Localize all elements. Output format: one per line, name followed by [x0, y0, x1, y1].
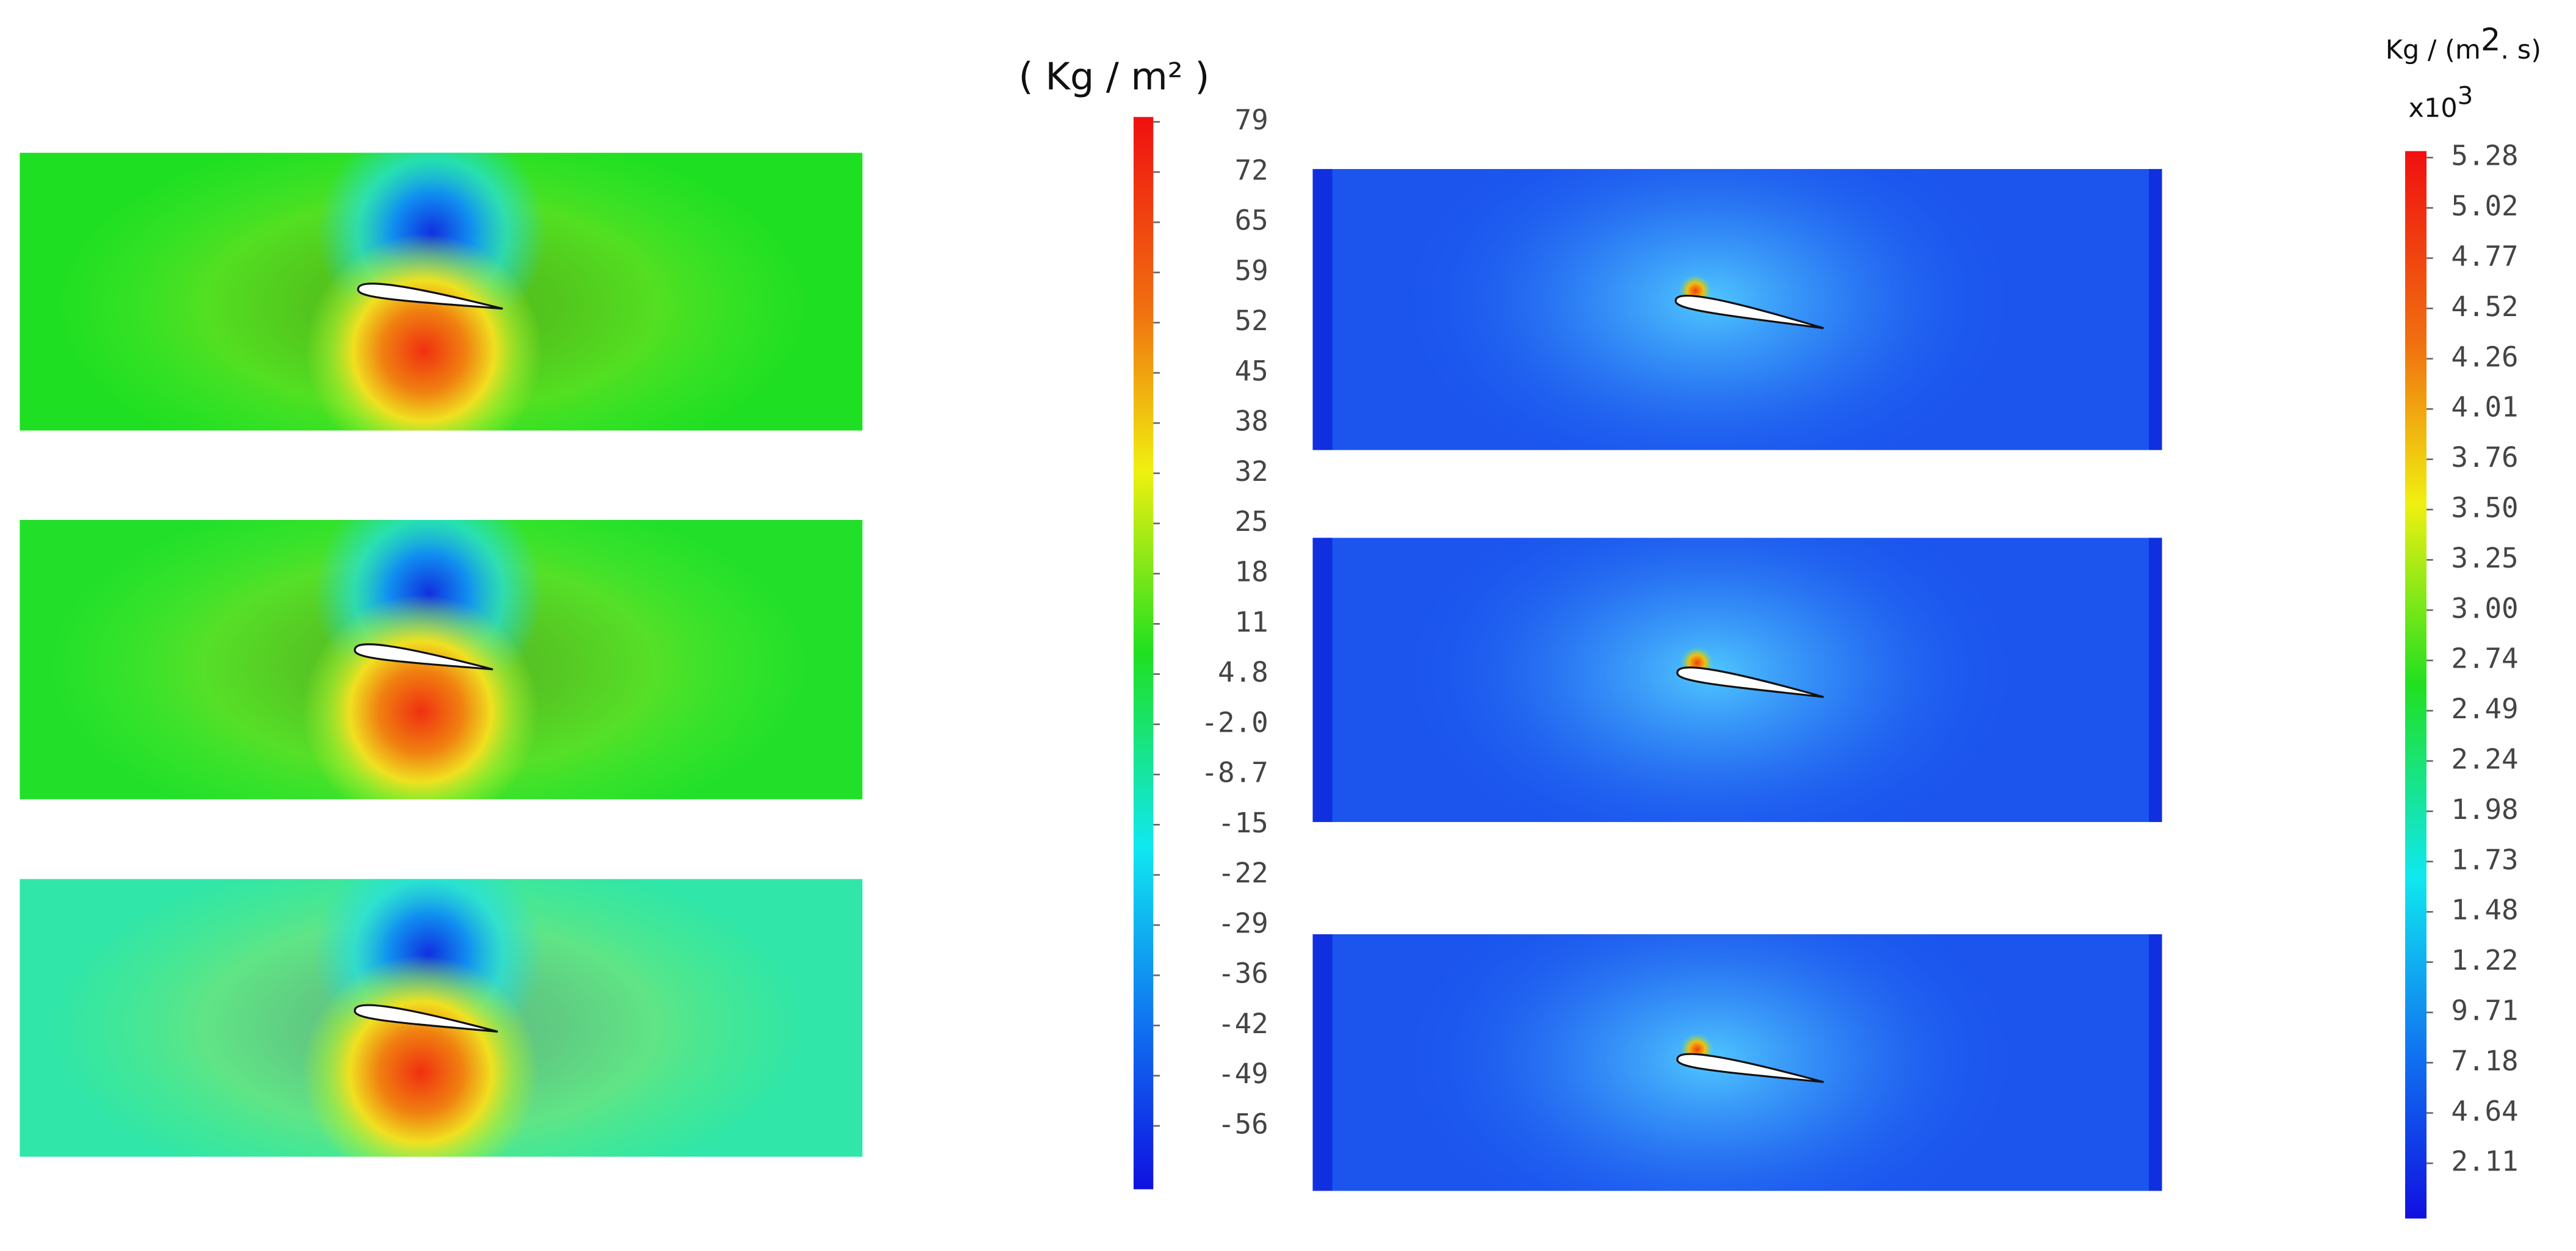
colorbar-label: 5.28 — [2451, 140, 2518, 172]
unit-part: Kg / (m — [2386, 35, 2481, 65]
colorbar-label: 4.01 — [2451, 391, 2518, 424]
colorbar-label: -2.0 — [1201, 707, 1268, 739]
high-region — [302, 955, 539, 1157]
colorbar-label: -22 — [1218, 857, 1268, 889]
multiplier-exp: 3 — [2458, 82, 2473, 110]
panel-edge — [1312, 538, 1333, 823]
high-region — [302, 594, 539, 799]
airfoil — [1674, 294, 1824, 330]
airfoil — [357, 283, 503, 310]
airfoil — [1676, 1053, 1824, 1083]
contour-panel — [1312, 538, 2162, 823]
colorbar-label: 5.02 — [2451, 190, 2518, 222]
colorbar-label: 72 — [1235, 154, 1268, 187]
panel-edge — [1312, 934, 1333, 1191]
colorbar-label: -36 — [1218, 957, 1268, 990]
right-colorbar — [2405, 151, 2427, 1219]
colorbar-label: 45 — [1235, 355, 1268, 388]
right-unit: Kg / (m2. s) — [2386, 22, 2541, 65]
unit-part: . s) — [2500, 35, 2541, 65]
colorbar-label: 1.48 — [2451, 894, 2518, 926]
colorbar-label: 18 — [1235, 556, 1268, 588]
colorbar-label: 4.77 — [2451, 240, 2518, 273]
colorbar-label: 1.22 — [2451, 944, 2518, 976]
colorbar-label: 1.98 — [2451, 793, 2518, 826]
multiplier: x103 — [2408, 82, 2473, 124]
left-colorbar — [1133, 117, 1154, 1189]
colorbar-label: 65 — [1235, 204, 1268, 237]
colorbar-label: 79 — [1235, 104, 1268, 136]
colorbar-label: 11 — [1235, 606, 1268, 638]
colorbar-label: -42 — [1218, 1008, 1268, 1040]
colorbar-label: 3.25 — [2451, 542, 2518, 574]
colorbar-label: -29 — [1218, 907, 1268, 940]
contour-panel — [20, 879, 863, 1157]
colorbar-label: 59 — [1235, 254, 1268, 287]
colorbar-label: 2.49 — [2451, 693, 2518, 725]
colorbar-label: -49 — [1218, 1058, 1268, 1090]
panel-edge — [2148, 538, 2162, 823]
high-region — [305, 234, 542, 431]
airfoil — [1676, 666, 1824, 698]
colorbar-label: 4.8 — [1218, 656, 1268, 688]
contour-panel — [20, 153, 863, 431]
colorbar-label: 2.24 — [2451, 743, 2518, 776]
panel-edge — [2148, 934, 2162, 1191]
colorbar-label: 2.74 — [2451, 643, 2518, 675]
panel-edge — [2148, 168, 2162, 450]
contour-panel — [1312, 934, 2162, 1191]
colorbar-label: 3.76 — [2451, 441, 2518, 474]
colorbar-label: 3.00 — [2451, 593, 2518, 625]
colorbar-label: 38 — [1235, 405, 1268, 438]
colorbar-label: -15 — [1218, 807, 1268, 839]
contour-panel — [20, 519, 863, 799]
colorbar-label: 4.52 — [2451, 290, 2518, 323]
airfoil — [353, 1004, 498, 1033]
colorbar-label: 1.73 — [2451, 844, 2518, 876]
left-unit: ( Kg / m² ) — [1018, 55, 1209, 99]
airfoil — [353, 643, 494, 671]
colorbar-label: 9.71 — [2451, 995, 2518, 1027]
colorbar-label: 3.50 — [2451, 492, 2518, 524]
multiplier-base: x10 — [2408, 93, 2457, 124]
colorbar-label: 2.11 — [2451, 1145, 2518, 1178]
colorbar-label: -56 — [1218, 1108, 1268, 1141]
colorbar-label: 7.18 — [2451, 1045, 2518, 1077]
colorbar-label: 52 — [1235, 305, 1268, 337]
colorbar-label: 25 — [1235, 505, 1268, 538]
colorbar-label: 4.64 — [2451, 1095, 2518, 1128]
unit-sup: 2 — [2481, 22, 2501, 58]
contour-panel — [1312, 168, 2162, 450]
colorbar-label: -8.7 — [1201, 757, 1268, 789]
colorbar-label: 4.26 — [2451, 341, 2518, 373]
colorbar-label: 32 — [1235, 455, 1268, 488]
panel-edge — [1312, 168, 1333, 450]
